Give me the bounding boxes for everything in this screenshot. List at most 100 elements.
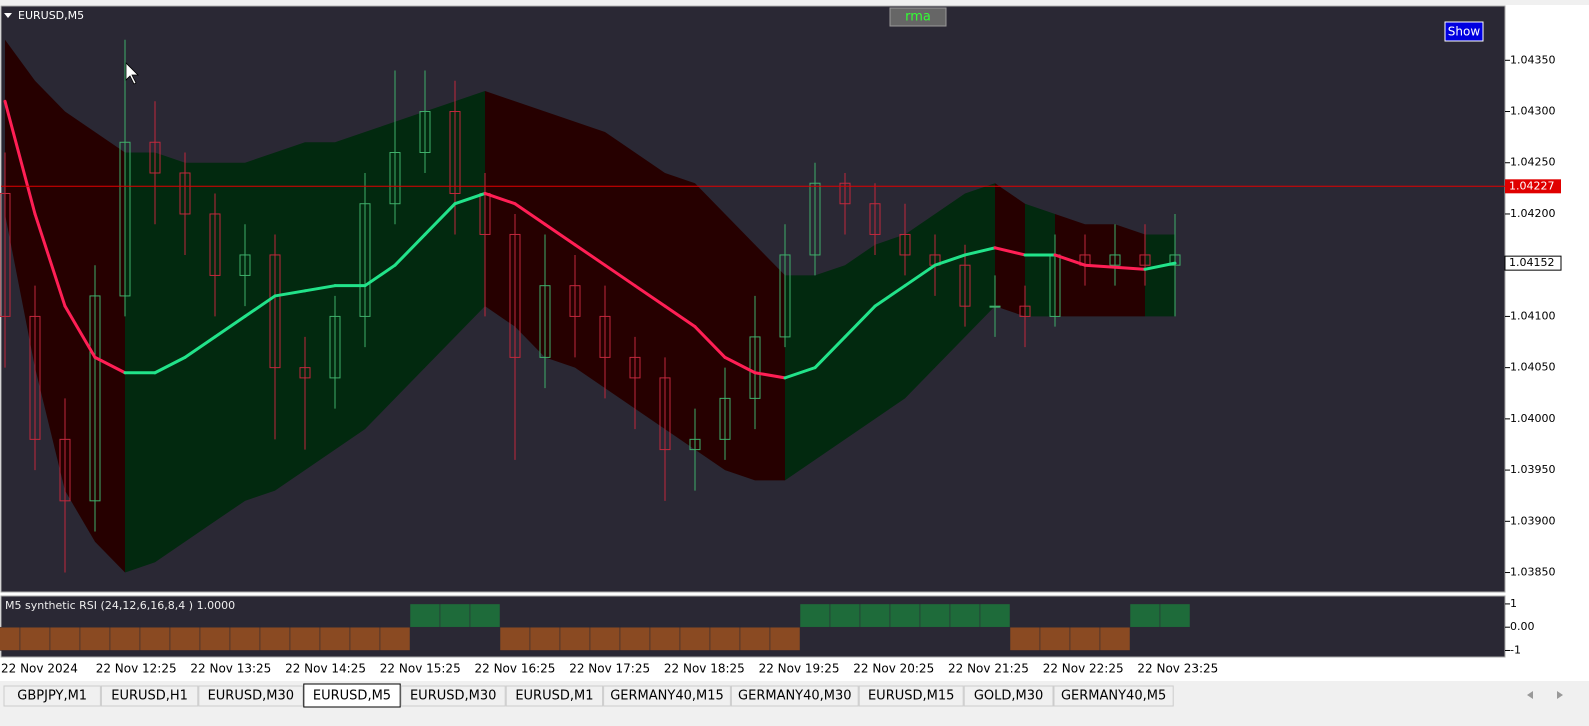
tab[interactable] bbox=[963, 685, 1054, 707]
candle-body bbox=[269, 254, 281, 369]
tab[interactable] bbox=[603, 685, 731, 707]
y-tick-label: 1.04100 bbox=[1510, 309, 1556, 322]
rsi-bar bbox=[649, 626, 681, 651]
band-fill bbox=[1115, 224, 1145, 317]
time-label: 22 Nov 12:25 bbox=[96, 662, 177, 676]
time-label: 22 Nov 20:25 bbox=[853, 662, 934, 676]
y-tick-label: 1.04300 bbox=[1510, 105, 1556, 118]
band-fill bbox=[695, 183, 725, 471]
tab-label[interactable]: EURUSD,M1 bbox=[515, 689, 593, 704]
ma-line bbox=[303, 284, 337, 293]
candle-body bbox=[419, 111, 431, 153]
rsi-bar bbox=[859, 603, 891, 628]
tab-label[interactable]: GERMANY40,M30 bbox=[738, 689, 852, 704]
ma-line bbox=[363, 263, 397, 288]
rma-button-label[interactable]: rma bbox=[905, 10, 931, 25]
ma-line bbox=[3, 99, 37, 216]
rsi-bar bbox=[559, 626, 591, 651]
ma-line bbox=[513, 202, 547, 226]
candle-body bbox=[359, 203, 371, 317]
tab-label[interactable]: EURUSD,M30 bbox=[208, 689, 294, 704]
y-tick-label: 1.04200 bbox=[1510, 207, 1556, 220]
band-fill bbox=[1025, 203, 1055, 317]
tab-label[interactable]: EURUSD,H1 bbox=[111, 689, 188, 704]
tab-scroll-right[interactable] bbox=[1557, 691, 1563, 699]
band-fill bbox=[965, 183, 995, 337]
rsi-bar bbox=[0, 626, 21, 651]
ma-line bbox=[843, 304, 877, 339]
collapse-icon[interactable] bbox=[4, 13, 12, 18]
tab-label[interactable]: GERMANY40,M5 bbox=[1061, 689, 1166, 704]
candle-body bbox=[599, 315, 611, 358]
tab[interactable] bbox=[400, 685, 506, 707]
band-fill bbox=[635, 152, 665, 430]
ma-line bbox=[993, 246, 1027, 257]
price-tag bbox=[1505, 179, 1561, 194]
symbol-label: EURUSD,M5 bbox=[18, 9, 84, 22]
tab[interactable] bbox=[100, 685, 199, 707]
band-fill bbox=[125, 152, 155, 573]
rsi-bar bbox=[469, 603, 501, 628]
candle-body bbox=[449, 111, 461, 194]
band-fill bbox=[785, 275, 815, 481]
tab-scroll-left[interactable] bbox=[1527, 691, 1533, 699]
time-label: 22 Nov 16:25 bbox=[475, 662, 556, 676]
ma-line bbox=[633, 284, 667, 308]
band-fill bbox=[455, 91, 485, 337]
ma-line bbox=[393, 232, 427, 267]
tab[interactable] bbox=[303, 683, 401, 708]
rsi-bar bbox=[979, 603, 1011, 628]
cursor bbox=[125, 62, 139, 85]
ma-line bbox=[243, 294, 277, 318]
time-label: 22 Nov 23:25 bbox=[1137, 662, 1218, 676]
band-fill bbox=[485, 91, 515, 327]
plot bbox=[0, 39, 1181, 573]
candle-body bbox=[149, 141, 161, 174]
ma-line bbox=[903, 263, 937, 288]
tab[interactable] bbox=[198, 685, 304, 707]
candle-body bbox=[299, 367, 311, 379]
tab[interactable] bbox=[730, 685, 859, 707]
y2-tick-label: 0.00 bbox=[1510, 620, 1535, 633]
tab-label[interactable]: EURUSD,M15 bbox=[868, 689, 954, 704]
ma-line bbox=[183, 335, 217, 359]
y2-tick-label: 1 bbox=[1510, 597, 1517, 610]
candle-body bbox=[959, 264, 971, 307]
tab-label[interactable]: EURUSD,M30 bbox=[410, 689, 496, 704]
ma-line bbox=[1053, 253, 1087, 267]
band-fill bbox=[5, 39, 35, 368]
tab-label[interactable]: EURUSD,M5 bbox=[313, 689, 391, 704]
tab[interactable] bbox=[3, 685, 101, 707]
show-button[interactable] bbox=[1444, 21, 1484, 42]
band-fill bbox=[1055, 213, 1085, 317]
band-fill bbox=[425, 101, 455, 368]
y-tick-label: 1.03850 bbox=[1510, 566, 1556, 579]
tab-label[interactable]: GOLD,M30 bbox=[974, 689, 1043, 704]
ma-line bbox=[1083, 263, 1117, 269]
y-tick-label: 1.03950 bbox=[1510, 463, 1556, 476]
band-fill bbox=[905, 213, 935, 399]
rsi-bar bbox=[19, 626, 51, 651]
candle-body bbox=[989, 305, 1001, 308]
show-button-label[interactable]: Show bbox=[1448, 25, 1481, 39]
band-fill bbox=[875, 234, 905, 419]
last-price-label: 1.04152 bbox=[1509, 256, 1555, 269]
ma-line bbox=[873, 284, 907, 308]
ma-line bbox=[543, 222, 577, 247]
tab[interactable] bbox=[1053, 685, 1174, 707]
tab[interactable] bbox=[858, 685, 964, 707]
tab[interactable] bbox=[505, 685, 604, 707]
candle-body bbox=[179, 172, 191, 215]
candle-body bbox=[1139, 254, 1151, 266]
time-label: 22 Nov 15:25 bbox=[380, 662, 461, 676]
band-fill bbox=[95, 132, 125, 573]
rma-button[interactable] bbox=[889, 7, 947, 27]
tab-label[interactable]: GBPJPY,M1 bbox=[17, 689, 87, 704]
y-tick-label: 1.04350 bbox=[1510, 53, 1556, 66]
tab-label[interactable]: GERMANY40,M15 bbox=[610, 689, 724, 704]
band-fill bbox=[215, 162, 245, 522]
ma-line bbox=[813, 335, 847, 370]
rsi-bar bbox=[1129, 603, 1161, 628]
rsi-bar bbox=[49, 626, 81, 651]
rsi-bar bbox=[799, 603, 831, 628]
